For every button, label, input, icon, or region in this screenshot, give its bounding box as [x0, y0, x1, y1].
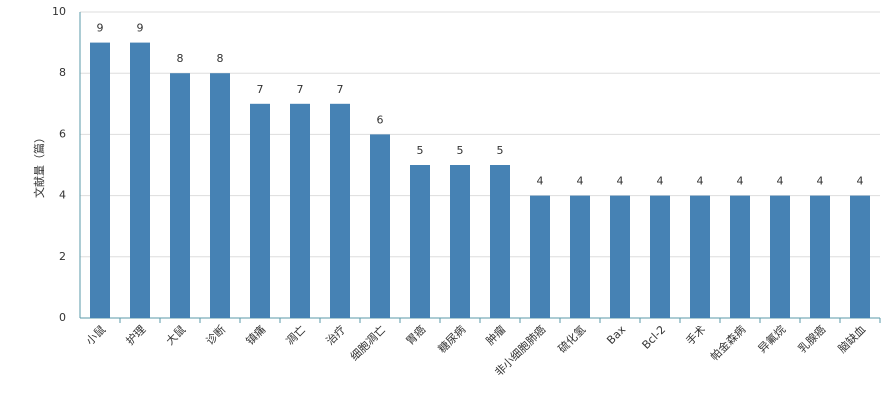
- data-label: 8: [177, 52, 184, 65]
- data-label: 4: [537, 175, 544, 188]
- x-tick-label: 乳腺癌: [795, 322, 828, 355]
- x-tick-label: Bax: [604, 323, 628, 347]
- bar: [170, 73, 190, 318]
- bar: [850, 195, 870, 318]
- data-label: 4: [697, 175, 704, 188]
- bar: [410, 165, 430, 318]
- data-label: 9: [97, 22, 104, 35]
- bar: [650, 195, 670, 318]
- bar: [770, 195, 790, 318]
- data-label: 9: [137, 22, 144, 35]
- bar: [330, 103, 350, 318]
- bar: [530, 195, 550, 318]
- x-tick-label: 凋亡: [283, 322, 308, 347]
- x-tick-label: 肿瘤: [483, 322, 508, 347]
- data-label: 4: [617, 175, 624, 188]
- y-tick-label: 2: [59, 250, 66, 263]
- y-tick-label: 6: [59, 127, 66, 140]
- data-label: 7: [337, 83, 344, 96]
- data-label: 4: [777, 175, 784, 188]
- x-tick-label: 治疗: [323, 322, 348, 347]
- bar: [810, 195, 830, 318]
- bar: [370, 134, 390, 318]
- x-tick-label: 糖尿病: [435, 322, 468, 355]
- x-tick-label: 帕金森病: [707, 322, 748, 363]
- data-label: 5: [497, 144, 504, 157]
- bar: [730, 195, 750, 318]
- x-tick-label: 镇痛: [243, 322, 268, 347]
- data-label: 7: [297, 83, 304, 96]
- data-label: 5: [457, 144, 464, 157]
- x-tick-label: 脑缺血: [835, 322, 868, 355]
- y-axis-label: 文献量（篇）: [32, 132, 46, 198]
- bar: [450, 165, 470, 318]
- data-label: 5: [417, 144, 424, 157]
- bar: [570, 195, 590, 318]
- x-tick-label: 胃癌: [403, 322, 428, 347]
- bar: [690, 195, 710, 318]
- data-label: 4: [817, 175, 824, 188]
- bar: [210, 73, 230, 318]
- x-tick-label: 护理: [123, 322, 148, 347]
- x-tick-label: 诊断: [203, 322, 228, 347]
- bar: [610, 195, 630, 318]
- y-tick-label: 0: [59, 311, 66, 324]
- data-label: 4: [657, 175, 664, 188]
- data-label: 4: [737, 175, 744, 188]
- data-label: 6: [377, 113, 384, 126]
- x-tick-label: 小鼠: [83, 322, 108, 347]
- y-tick-label: 10: [52, 5, 66, 18]
- x-tick-label: 细胞凋亡: [347, 322, 388, 363]
- data-label: 4: [577, 175, 584, 188]
- bar: [250, 103, 270, 318]
- y-tick-label: 4: [59, 189, 66, 202]
- data-label: 4: [857, 175, 864, 188]
- x-tick-label: 异氟烷: [755, 322, 788, 355]
- x-tick-label: 手术: [683, 322, 708, 347]
- bar: [130, 42, 150, 318]
- data-label: 7: [257, 83, 264, 96]
- bar: [90, 42, 110, 318]
- x-tick-label: 大鼠: [163, 322, 188, 347]
- bar: [490, 165, 510, 318]
- bar: [290, 103, 310, 318]
- x-tick-label: Bcl-2: [640, 323, 669, 352]
- data-label: 8: [217, 52, 224, 65]
- y-tick-label: 8: [59, 66, 66, 79]
- x-tick-label: 硫化氢: [555, 322, 588, 355]
